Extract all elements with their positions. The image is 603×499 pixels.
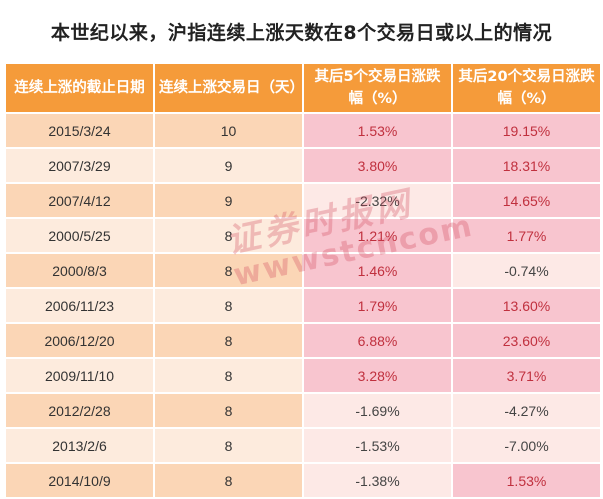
cell-after-5-days: 3.80% <box>302 147 453 184</box>
cell-end-date: 2000/8/3 <box>4 252 155 289</box>
header-row: 连续上涨的截止日期 连续上涨交易日（天） 其后5个交易日涨跌幅（%） 其后20个… <box>4 62 602 114</box>
cell-after-5-days: -1.38% <box>302 462 453 499</box>
cell-after-20-days: 18.31% <box>451 147 602 184</box>
cell-after-5-days: 3.28% <box>302 357 453 394</box>
cell-after-20-days: -0.74% <box>451 252 602 289</box>
cell-after-5-days: 1.53% <box>302 112 453 149</box>
table-row: 2000/8/3 8 1.46% -0.74% <box>4 252 602 289</box>
cell-after-20-days: 1.77% <box>451 217 602 254</box>
cell-after-5-days: 1.79% <box>302 287 453 324</box>
header-after-20-days: 其后20个交易日涨跌幅（%） <box>451 62 602 114</box>
cell-end-date: 2012/2/28 <box>4 392 155 429</box>
cell-after-5-days: -1.53% <box>302 427 453 464</box>
cell-after-20-days: 13.60% <box>451 287 602 324</box>
header-after-5-days: 其后5个交易日涨跌幅（%） <box>302 62 453 114</box>
table-row: 2007/3/29 9 3.80% 18.31% <box>4 147 602 184</box>
table-row: 2009/11/10 8 3.28% 3.71% <box>4 357 602 394</box>
rally-table: 连续上涨的截止日期 连续上涨交易日（天） 其后5个交易日涨跌幅（%） 其后20个… <box>4 62 602 499</box>
cell-after-5-days: -1.69% <box>302 392 453 429</box>
table-row: 2015/3/24 10 1.53% 19.15% <box>4 112 602 149</box>
cell-rally-days: 8 <box>153 357 304 394</box>
cell-after-20-days: -7.00% <box>451 427 602 464</box>
table-row: 2012/2/28 8 -1.69% -4.27% <box>4 392 602 429</box>
cell-rally-days: 9 <box>153 147 304 184</box>
cell-after-20-days: -4.27% <box>451 392 602 429</box>
cell-end-date: 2006/12/20 <box>4 322 155 359</box>
cell-rally-days: 8 <box>153 252 304 289</box>
table-row: 2014/10/9 8 -1.38% 1.53% <box>4 462 602 499</box>
cell-end-date: 2007/3/29 <box>4 147 155 184</box>
cell-rally-days: 9 <box>153 182 304 219</box>
cell-rally-days: 8 <box>153 392 304 429</box>
cell-after-5-days: 6.88% <box>302 322 453 359</box>
header-rally-days: 连续上涨交易日（天） <box>153 62 304 114</box>
table-row: 2000/5/25 8 1.21% 1.77% <box>4 217 602 254</box>
header-end-date: 连续上涨的截止日期 <box>4 62 155 114</box>
cell-after-20-days: 23.60% <box>451 322 602 359</box>
cell-after-20-days: 14.65% <box>451 182 602 219</box>
cell-end-date: 2009/11/10 <box>4 357 155 394</box>
cell-after-5-days: 1.46% <box>302 252 453 289</box>
table-row: 2013/2/6 8 -1.53% -7.00% <box>4 427 602 464</box>
cell-end-date: 2015/3/24 <box>4 112 155 149</box>
table-title: 本世纪以来，沪指连续上涨天数在8个交易日或以上的情况 <box>50 21 553 44</box>
cell-after-20-days: 1.53% <box>451 462 602 499</box>
cell-rally-days: 8 <box>153 322 304 359</box>
table-row: 2006/12/20 8 6.88% 23.60% <box>4 322 602 359</box>
cell-after-5-days: -2.32% <box>302 182 453 219</box>
cell-after-5-days: 1.21% <box>302 217 453 254</box>
cell-rally-days: 8 <box>153 287 304 324</box>
cell-end-date: 2006/11/23 <box>4 287 155 324</box>
table-row: 2006/11/23 8 1.79% 13.60% <box>4 287 602 324</box>
cell-after-20-days: 3.71% <box>451 357 602 394</box>
cell-end-date: 2000/5/25 <box>4 217 155 254</box>
table-row: 2007/4/12 9 -2.32% 14.65% <box>4 182 602 219</box>
cell-rally-days: 8 <box>153 217 304 254</box>
cell-end-date: 2007/4/12 <box>4 182 155 219</box>
cell-rally-days: 8 <box>153 462 304 499</box>
cell-end-date: 2013/2/6 <box>4 427 155 464</box>
table-body: 2015/3/24 10 1.53% 19.15% 2007/3/29 9 3.80% 18.… <box>4 112 602 499</box>
cell-after-20-days: 19.15% <box>451 112 602 149</box>
cell-end-date: 2014/10/9 <box>4 462 155 499</box>
cell-rally-days: 8 <box>153 427 304 464</box>
cell-rally-days: 10 <box>153 112 304 149</box>
